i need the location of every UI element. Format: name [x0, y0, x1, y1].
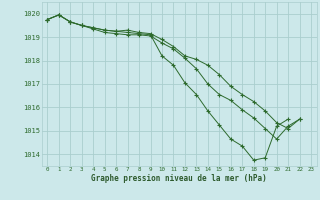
- X-axis label: Graphe pression niveau de la mer (hPa): Graphe pression niveau de la mer (hPa): [91, 174, 267, 183]
